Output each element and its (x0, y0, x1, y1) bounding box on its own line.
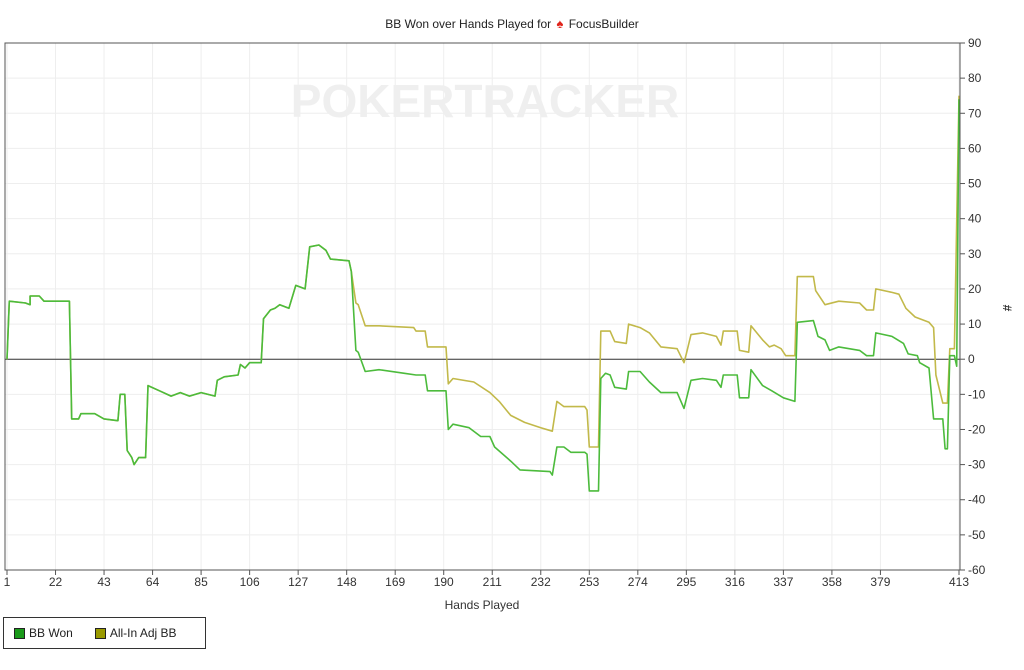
y-tick-label: 50 (968, 177, 982, 191)
y-tick-label: -40 (968, 493, 986, 507)
series-group (6, 95, 960, 492)
plot-frame (4, 42, 961, 571)
x-tick-label: 295 (676, 575, 696, 589)
y-tick-label: -60 (968, 563, 986, 577)
y-tick-label: 0 (968, 352, 975, 366)
x-tick-label: 148 (337, 575, 357, 589)
legend-label: All-In Adj BB (109, 626, 177, 640)
legend-item-bb-won[interactable]: BB Won (14, 626, 73, 640)
x-tick-label: 358 (822, 575, 842, 589)
x-tick-label: 169 (385, 575, 405, 589)
y-tick-label: 70 (968, 106, 982, 120)
spade-icon: ♠ (556, 16, 564, 31)
y-tick-label: 80 (968, 71, 982, 85)
x-tick-label: 127 (288, 575, 308, 589)
legend-label: BB Won (29, 626, 73, 640)
x-axis: 1 22 43 64 85 106 127 148 169 190 211 232 253 274 295 3… (4, 570, 969, 589)
y-tick-label: 20 (968, 282, 982, 296)
x-tick-label: 1 (4, 575, 11, 589)
x-tick-label: 413 (949, 575, 969, 589)
chart-title: BB Won over Hands Played for ♠ FocusBuil… (0, 16, 1024, 31)
x-tick-label: 22 (49, 575, 63, 589)
x-tick-label: 316 (725, 575, 745, 589)
x-tick-label: 379 (870, 575, 890, 589)
player-name: FocusBuilder (568, 17, 639, 31)
y-tick-label: -30 (968, 458, 986, 472)
legend-swatch (94, 627, 106, 639)
y-tick-label: 10 (968, 317, 982, 331)
x-axis-label: Hands Played (445, 598, 520, 612)
x-tick-label: 43 (97, 575, 111, 589)
watermark-logo: POKERTRACKER (291, 75, 679, 127)
y-axis-label: # (1000, 305, 1014, 312)
y-tick-label: 30 (968, 247, 982, 261)
legend-item-all-in-adj-bb[interactable]: All-In Adj BB (94, 626, 177, 640)
y-axis: 90 80 70 60 50 40 30 20 10 0 -10 -20 -30 -40 -50 -60 (960, 36, 986, 577)
y-tick-label: 60 (968, 141, 982, 155)
y-tick-label: 40 (968, 212, 982, 226)
legend-swatch (14, 627, 25, 639)
y-tick-label: -10 (968, 387, 986, 401)
chart-title-text: BB Won over Hands Played for (385, 17, 552, 31)
x-tick-label: 190 (434, 575, 454, 589)
x-tick-label: 337 (773, 575, 793, 589)
x-tick-label: 85 (194, 575, 208, 589)
y-tick-label: -50 (968, 528, 986, 542)
series-line-bb-won (6, 99, 960, 492)
x-tick-label: 64 (146, 575, 160, 589)
x-tick-label: 211 (483, 575, 502, 589)
y-tick-label: 90 (968, 36, 982, 50)
x-tick-label: 253 (579, 575, 599, 589)
x-tick-label: 106 (240, 575, 260, 589)
series-line-all-in-adj-bb (6, 95, 960, 466)
legend: BB Won All-In Adj BB (3, 617, 206, 649)
x-tick-label: 274 (628, 575, 648, 589)
y-tick-label: -20 (968, 422, 986, 436)
x-tick-label: 232 (531, 575, 551, 589)
